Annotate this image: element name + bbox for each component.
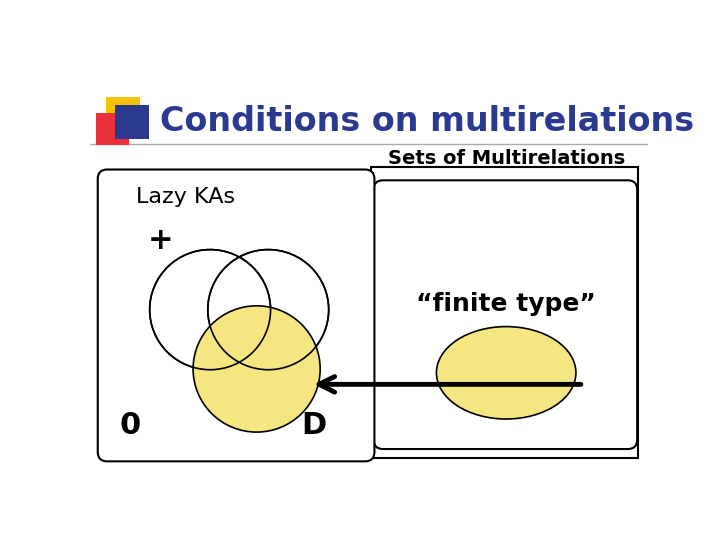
Ellipse shape <box>436 327 576 419</box>
Text: D: D <box>301 410 326 440</box>
Text: Sets of Multirelations: Sets of Multirelations <box>388 149 626 168</box>
FancyBboxPatch shape <box>374 180 637 449</box>
Text: “finite type”: “finite type” <box>416 292 596 315</box>
Text: 0: 0 <box>120 410 140 440</box>
Circle shape <box>193 306 320 432</box>
Text: Lazy KAs: Lazy KAs <box>137 187 235 207</box>
FancyBboxPatch shape <box>106 97 140 131</box>
FancyBboxPatch shape <box>98 170 374 461</box>
FancyBboxPatch shape <box>96 112 129 145</box>
Text: Conditions on multirelations: Conditions on multirelations <box>160 105 694 138</box>
Text: +: + <box>148 226 174 255</box>
Bar <box>372 167 638 457</box>
FancyBboxPatch shape <box>114 105 149 139</box>
